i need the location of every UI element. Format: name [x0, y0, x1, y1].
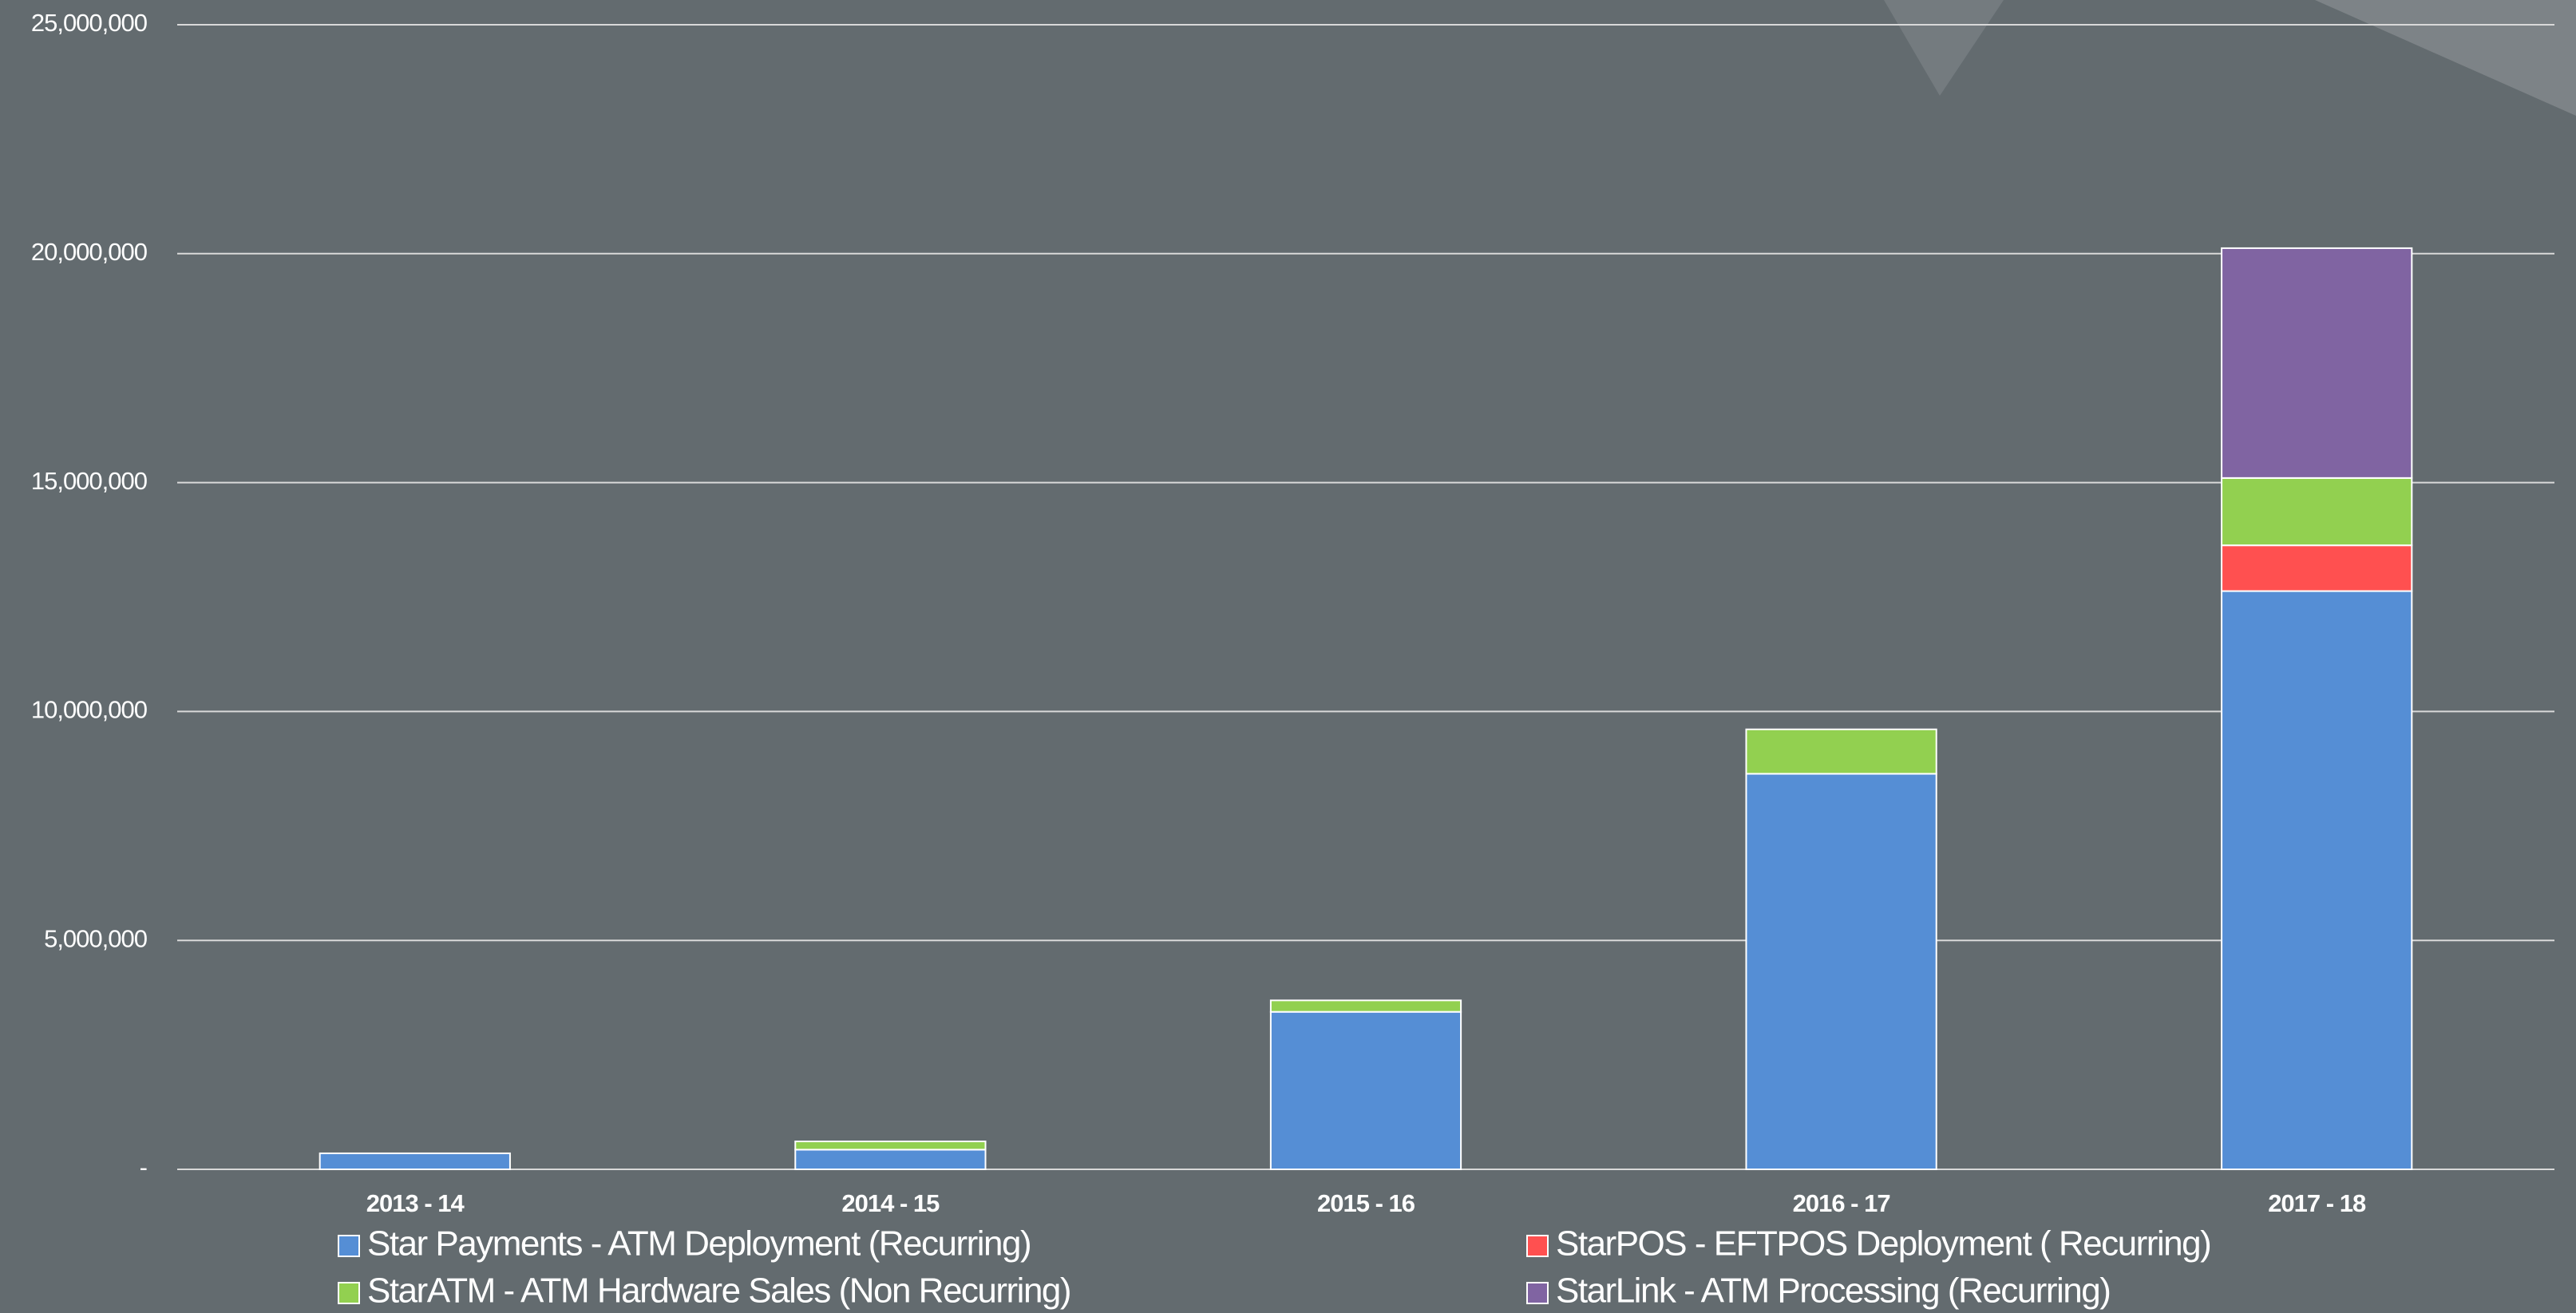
x-tick-label: 2017 - 18	[2268, 1189, 2366, 1217]
y-tick-label: 5,000,000	[44, 924, 148, 952]
legend-swatch	[338, 1235, 360, 1257]
x-tick-label: 2014 - 15	[841, 1189, 940, 1217]
bar-segment	[2221, 477, 2413, 547]
bar-segment	[2221, 590, 2413, 1170]
legend-label: StarATM - ATM Hardware Sales (Non Recurr…	[367, 1271, 1070, 1311]
bar-segment	[2221, 247, 2413, 479]
bar-segment	[1269, 1010, 1462, 1171]
legend-label: StarPOS - EFTPOS Deployment ( Recurring)	[1556, 1224, 2210, 1264]
y-tick-label: 10,000,000	[31, 696, 148, 724]
bar-segment	[794, 1149, 987, 1171]
legend-label: StarLink - ATM Processing (Recurring)	[1556, 1271, 2110, 1311]
y-tick-label: -	[140, 1153, 147, 1181]
bar-segment	[1269, 999, 1462, 1013]
bar-segment	[319, 1152, 511, 1170]
legend-swatch	[1526, 1235, 1549, 1257]
bar-segment	[1745, 728, 1937, 775]
bar-segment	[2221, 544, 2413, 592]
y-tick-label: 20,000,000	[31, 238, 148, 266]
bar-segment	[794, 1141, 987, 1151]
legend-label: Star Payments - ATM Deployment (Recurrin…	[367, 1224, 1031, 1264]
y-tick-label: 15,000,000	[31, 467, 148, 495]
legend-swatch	[338, 1282, 360, 1304]
y-tick-label: 25,000,000	[31, 9, 148, 37]
x-tick-label: 2016 - 17	[1793, 1189, 1890, 1217]
legend-swatch	[1526, 1282, 1549, 1304]
x-tick-label: 2013 - 14	[366, 1189, 465, 1217]
bar-segment	[1745, 773, 1937, 1170]
decoration	[2315, 0, 2576, 116]
x-tick-label: 2015 - 16	[1317, 1189, 1415, 1217]
